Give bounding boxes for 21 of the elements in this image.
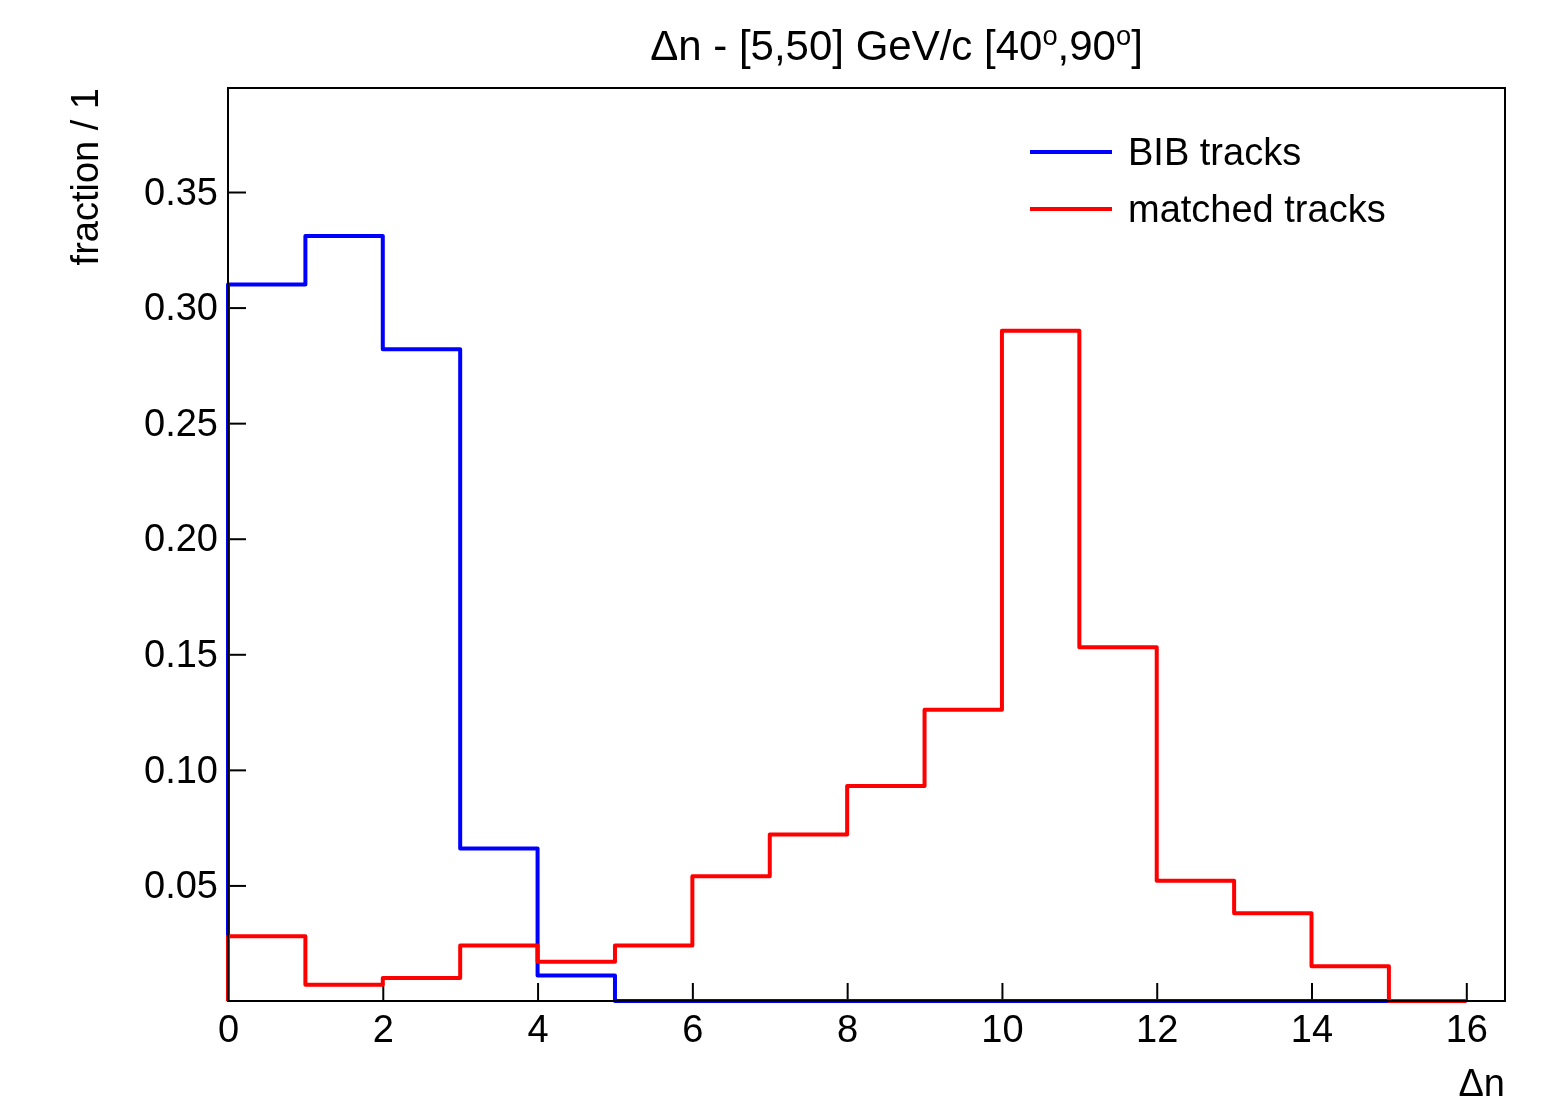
y-tick-label: 0.15	[144, 632, 218, 675]
y-tick-label: 0.35	[144, 170, 218, 213]
legend-label: BIB tracks	[1128, 131, 1302, 173]
x-tick-label: 10	[981, 1007, 1024, 1050]
x-tick-label: 16	[1445, 1007, 1488, 1050]
y-tick-label: 0.25	[144, 401, 218, 444]
chart-title: Δn - [5,50] GeV/c [40$^{o}$,90$^{o}$]	[650, 19, 1143, 69]
y-axis-title: fraction / 1	[64, 88, 106, 266]
x-axis-title: Δn	[1458, 1062, 1505, 1104]
y-tick-label: 0.20	[144, 517, 218, 560]
y-tick-label: 0.30	[144, 286, 218, 329]
x-tick-label: 2	[372, 1007, 394, 1050]
y-tick-label: 0.05	[144, 864, 218, 907]
x-tick-label: 12	[1136, 1007, 1179, 1050]
x-tick-label: 4	[527, 1007, 549, 1050]
y-tick-label: 0.10	[144, 748, 218, 791]
x-tick-label: 0	[217, 1007, 240, 1050]
x-tick-label: 6	[682, 1007, 704, 1050]
x-tick-label: 8	[837, 1007, 859, 1050]
legend-label: matched tracks	[1128, 188, 1386, 230]
x-tick-label: 14	[1290, 1007, 1334, 1050]
